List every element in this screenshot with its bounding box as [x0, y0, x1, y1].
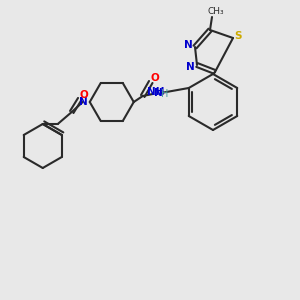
Text: O: O	[80, 90, 88, 100]
Text: H: H	[161, 89, 168, 99]
Text: N: N	[80, 97, 88, 107]
Text: N: N	[184, 40, 192, 50]
Text: NH: NH	[147, 87, 164, 97]
Text: O: O	[150, 73, 159, 83]
Text: S: S	[234, 31, 242, 41]
Text: N: N	[186, 62, 194, 72]
Text: CH₃: CH₃	[208, 8, 224, 16]
Text: N: N	[154, 88, 163, 98]
